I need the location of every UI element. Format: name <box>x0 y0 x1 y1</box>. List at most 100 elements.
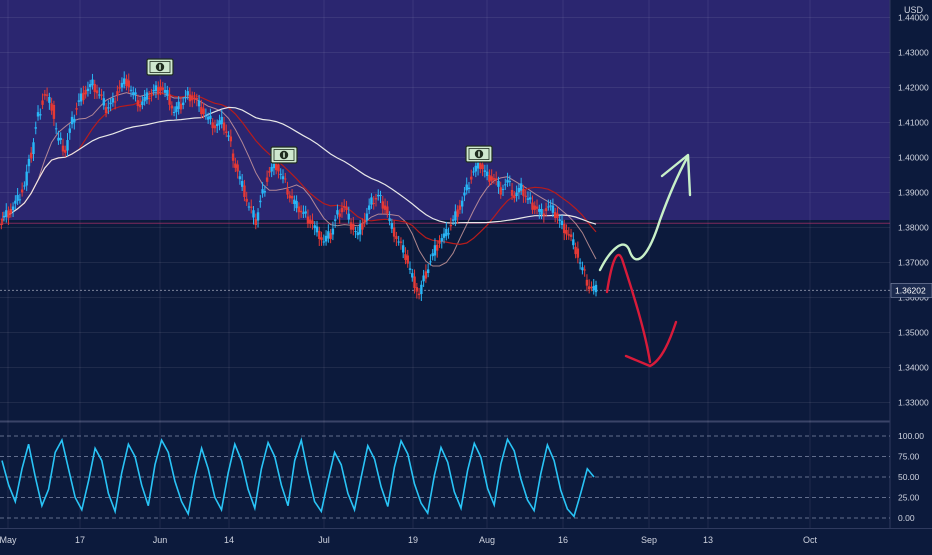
candle-up[interactable] <box>431 253 434 257</box>
candle-up[interactable] <box>592 285 595 291</box>
candle-down[interactable] <box>288 195 291 199</box>
candle-down[interactable] <box>225 131 228 133</box>
candle-up[interactable] <box>181 102 185 105</box>
candle-down[interactable] <box>213 125 217 129</box>
candle-down[interactable] <box>299 210 303 213</box>
candle-up[interactable] <box>476 161 480 169</box>
candle-down[interactable] <box>494 178 498 180</box>
candle-up[interactable] <box>408 268 412 270</box>
candle-up[interactable] <box>141 101 144 105</box>
candle-down[interactable] <box>531 202 534 210</box>
candle-down[interactable] <box>587 286 591 290</box>
candle-up[interactable] <box>145 92 149 100</box>
candle-up[interactable] <box>48 97 51 103</box>
candle-down[interactable] <box>456 209 459 217</box>
candle-up[interactable] <box>365 213 369 221</box>
candle-up[interactable] <box>172 112 176 113</box>
candle-up[interactable] <box>2 215 6 218</box>
candle-up[interactable] <box>377 194 380 197</box>
candle-down[interactable] <box>386 206 389 214</box>
candle-up[interactable] <box>218 120 221 125</box>
candle-down[interactable] <box>200 106 203 115</box>
candle-down[interactable] <box>381 201 384 209</box>
candle-down[interactable] <box>424 271 428 279</box>
candle-down[interactable] <box>458 205 462 210</box>
candle-down[interactable] <box>268 171 271 173</box>
candle-up[interactable] <box>129 89 133 91</box>
candle-up[interactable] <box>197 100 201 107</box>
candle-up[interactable] <box>77 100 81 102</box>
candle-up[interactable] <box>411 273 414 278</box>
candle-up[interactable] <box>463 192 466 196</box>
candle-down[interactable] <box>61 145 65 152</box>
candle-down[interactable] <box>127 80 130 88</box>
candle-down[interactable] <box>449 224 453 227</box>
candle-down[interactable] <box>311 220 314 225</box>
candle-down[interactable] <box>490 176 493 181</box>
candle-down[interactable] <box>82 92 85 101</box>
candle-down[interactable] <box>338 213 341 217</box>
candle-up[interactable] <box>526 198 530 200</box>
bullish-projection-arrow[interactable] <box>598 156 689 272</box>
candle-down[interactable] <box>553 212 557 218</box>
candle-up[interactable] <box>336 210 339 215</box>
candle-up[interactable] <box>379 195 382 197</box>
candle-down[interactable] <box>438 240 441 244</box>
candle-down[interactable] <box>188 94 192 102</box>
candle-down[interactable] <box>297 206 301 213</box>
candle-up[interactable] <box>175 106 178 112</box>
candle-down[interactable] <box>349 222 353 230</box>
candle-up[interactable] <box>327 231 330 239</box>
candle-up[interactable] <box>206 116 210 120</box>
candle-down[interactable] <box>383 205 387 210</box>
candle-up[interactable] <box>354 231 357 232</box>
candle-down[interactable] <box>0 224 3 226</box>
candle-up[interactable] <box>420 284 423 294</box>
candle-down[interactable] <box>399 241 403 243</box>
candle-down[interactable] <box>513 195 516 199</box>
candle-up[interactable] <box>54 128 58 130</box>
time-axis-panel[interactable] <box>0 528 932 550</box>
candle-up[interactable] <box>34 127 37 129</box>
candle-down[interactable] <box>168 94 171 105</box>
candle-up[interactable] <box>16 195 19 201</box>
candle-up[interactable] <box>238 176 242 180</box>
candle-down[interactable] <box>284 178 287 180</box>
candle-down[interactable] <box>222 122 226 131</box>
candle-down[interactable] <box>583 269 586 271</box>
candle-down[interactable] <box>286 188 289 195</box>
candle-up[interactable] <box>39 114 42 116</box>
candle-up[interactable] <box>433 245 437 256</box>
candle-up[interactable] <box>347 213 350 220</box>
candle-up[interactable] <box>259 200 262 203</box>
candle-down[interactable] <box>372 203 375 205</box>
candle-down[interactable] <box>250 206 253 208</box>
candle-up[interactable] <box>540 209 543 215</box>
candle-up[interactable] <box>467 187 471 189</box>
candle-down[interactable] <box>470 176 473 180</box>
candle-down[interactable] <box>533 205 536 210</box>
candle-down[interactable] <box>159 86 162 91</box>
candle-up[interactable] <box>143 96 146 102</box>
candle-up[interactable] <box>220 116 223 125</box>
candle-down[interactable] <box>7 210 10 218</box>
candle-up[interactable] <box>5 210 8 217</box>
candle-down[interactable] <box>113 101 117 103</box>
candle-down[interactable] <box>406 255 409 264</box>
candle-down[interactable] <box>574 246 577 255</box>
candle-up[interactable] <box>270 166 273 172</box>
candle-up[interactable] <box>581 267 584 271</box>
candle-down[interactable] <box>274 162 278 171</box>
candle-down[interactable] <box>84 89 87 95</box>
candle-up[interactable] <box>558 219 561 221</box>
candle-up[interactable] <box>313 225 316 229</box>
candle-up[interactable] <box>529 197 532 200</box>
candle-up[interactable] <box>86 88 90 91</box>
candle-up[interactable] <box>508 181 512 183</box>
candle-up[interactable] <box>447 233 450 235</box>
candle-up[interactable] <box>132 92 135 96</box>
candle-up[interactable] <box>209 115 212 119</box>
candle-down[interactable] <box>363 219 366 223</box>
